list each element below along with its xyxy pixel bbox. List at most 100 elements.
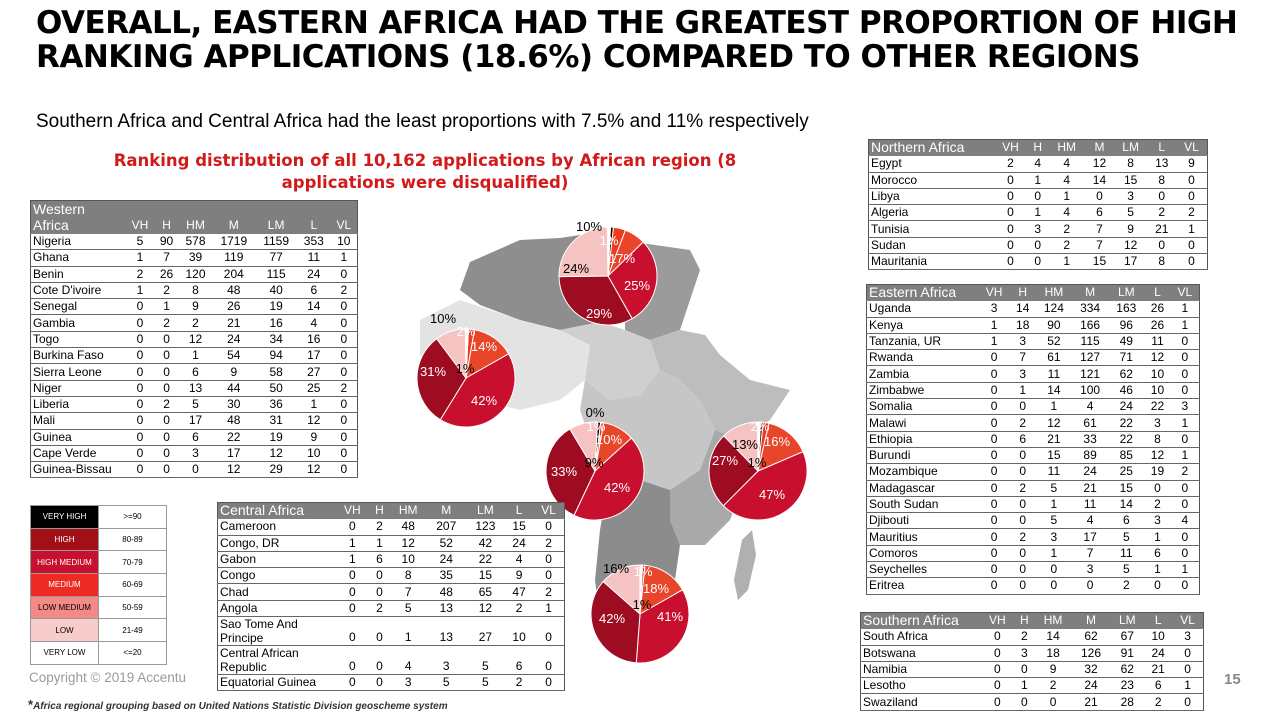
cell-l: 4 — [504, 551, 534, 569]
cell-lm: 22 — [1108, 431, 1145, 448]
cell-vh: 0 — [993, 253, 1028, 271]
page-number: 15 — [1224, 671, 1241, 688]
cell-lm: 12 — [1113, 237, 1148, 255]
country-name: Somalia — [866, 398, 979, 416]
cell-lm: 23 — [1110, 677, 1145, 695]
cell-vh: 0 — [978, 365, 1010, 383]
cell-vl: 2 — [1175, 204, 1208, 222]
pie-data-label: 1% — [600, 233, 619, 248]
legend-row: VERY LOW <=20 — [30, 641, 167, 665]
country-name: Malawi — [866, 414, 979, 432]
col-l: L — [1147, 139, 1176, 157]
table-row: Morocco 0 1 4 14 15 8 0 — [868, 172, 1208, 189]
cell-vl: 0 — [1170, 365, 1200, 383]
cell-h: 1 — [1027, 204, 1049, 222]
cell-h: 3 — [1014, 645, 1035, 662]
cell-vl: 0 — [1170, 382, 1200, 400]
pie-data-label: 18% — [643, 581, 669, 596]
cell-h: 1 — [1009, 382, 1036, 400]
table-header: Central Africa VH H HM M LM L VL — [217, 502, 565, 520]
pie-data-label: 1% — [633, 597, 652, 612]
region-name: Eastern Africa — [866, 284, 979, 302]
pie-slice-vl — [639, 564, 643, 615]
col-hm: HM — [1035, 284, 1072, 302]
cell-l: 24 — [296, 266, 331, 283]
cell-vl: 0 — [1170, 431, 1200, 448]
cell-l: 9 — [504, 567, 534, 585]
cell-lm: 123 — [465, 518, 505, 536]
table-row: Namibia 0 0 9 32 62 21 0 — [860, 661, 1204, 679]
col-l: L — [504, 502, 534, 520]
cell-lm: 17 — [1113, 253, 1148, 271]
table-row: Niger 0 0 13 44 50 25 2 — [30, 380, 358, 397]
cell-l: 24 — [504, 535, 534, 552]
cell-l: 2 — [504, 600, 534, 618]
southern-africa-table: Southern Africa VH H HM M LM L VL South … — [860, 612, 1204, 711]
cell-h: 0 — [1009, 545, 1036, 563]
cell-l: 11 — [1144, 333, 1171, 351]
cell-lm: 14 — [1108, 496, 1145, 514]
cell-hm: 17 — [178, 412, 213, 430]
cell-vl: 4 — [1170, 512, 1200, 530]
pie-data-label: 1% — [748, 455, 767, 470]
cell-hm: 12 — [178, 331, 213, 349]
cell-l: 3 — [1144, 512, 1171, 530]
cell-vh: 1 — [125, 282, 155, 300]
cell-lm: 71 — [1108, 349, 1145, 367]
cell-m: 13 — [426, 600, 466, 618]
legend-row: LOW MEDIUM 50-59 — [30, 595, 167, 620]
cell-m: 35 — [426, 567, 466, 585]
cell-m: 100 — [1072, 382, 1109, 400]
cell-vl: 0 — [1172, 645, 1204, 662]
cell-hm: 4 — [1048, 155, 1086, 173]
cell-vh: 0 — [335, 645, 370, 676]
cell-vl: 0 — [1172, 693, 1204, 711]
legend-row: LOW 21-49 — [30, 618, 167, 643]
cell-vl: 2 — [330, 380, 358, 397]
cell-l: 21 — [1147, 220, 1176, 238]
cell-l: 6 — [296, 282, 331, 300]
table-header: Eastern Africa VH H HM M LM L VL — [866, 284, 1200, 302]
cell-m: 12 — [1085, 155, 1114, 173]
cell-m: 62 — [1071, 628, 1111, 646]
cell-h: 1 — [369, 535, 390, 552]
table-row: Comoros 0 0 1 7 11 6 0 — [866, 545, 1200, 563]
cell-m: 24 — [426, 551, 466, 569]
cell-vh: 0 — [125, 363, 155, 381]
cell-lm: 115 — [255, 266, 297, 283]
cell-h: 0 — [369, 583, 390, 601]
table-row: Mozambique 0 0 11 24 25 19 2 — [866, 463, 1200, 481]
cell-hm: 4 — [1048, 204, 1086, 222]
pie-data-label: 42% — [599, 611, 625, 626]
region-name: Western Africa — [30, 200, 126, 234]
cell-hm: 14 — [1034, 628, 1072, 646]
cell-lm: 19 — [255, 429, 297, 446]
cell-l: 26 — [1144, 317, 1171, 334]
cell-l: 2 — [1144, 693, 1173, 711]
chart-title: Ranking distribution of all 10,162 appli… — [113, 151, 737, 192]
legend-range: 70-79 — [98, 550, 167, 575]
map-region-horn — [650, 330, 790, 440]
cell-vh: 0 — [335, 583, 370, 601]
cell-m: 121 — [1072, 365, 1109, 383]
cell-vl: 0 — [533, 567, 565, 585]
cell-lm: 40 — [255, 282, 297, 300]
cell-m: 0 — [1085, 188, 1114, 206]
cell-hm: 52 — [1035, 333, 1072, 351]
country-name: Benin — [30, 266, 126, 283]
cell-l: 6 — [1144, 677, 1173, 695]
cell-hm: 124 — [1035, 300, 1072, 318]
cell-hm: 578 — [178, 233, 213, 251]
country-name: Mali — [30, 412, 126, 430]
cell-hm: 0 — [1035, 577, 1072, 595]
cell-vl: 1 — [1170, 447, 1200, 465]
cell-h: 14 — [1009, 300, 1036, 318]
cell-h: 6 — [369, 551, 390, 569]
pie-data-label: 24% — [563, 261, 589, 276]
cell-m: 3 — [1072, 561, 1109, 579]
cell-l: 17 — [296, 347, 331, 365]
country-name: South Africa — [860, 628, 981, 646]
country-name: Ghana — [30, 249, 126, 267]
cell-hm: 1 — [178, 347, 213, 365]
col-lm: LM — [1113, 139, 1148, 157]
